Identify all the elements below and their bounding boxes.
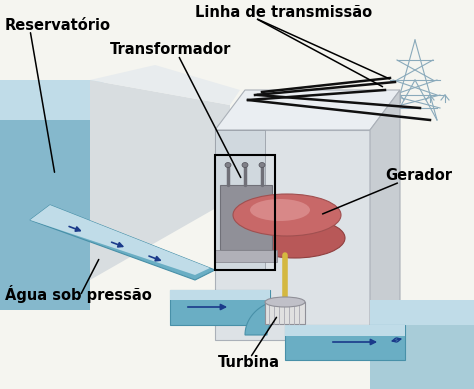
Polygon shape bbox=[285, 325, 405, 360]
Text: Transformador: Transformador bbox=[110, 42, 231, 57]
Polygon shape bbox=[370, 90, 400, 340]
Text: Reservatório: Reservatório bbox=[5, 18, 111, 33]
Polygon shape bbox=[90, 65, 240, 105]
Polygon shape bbox=[370, 300, 474, 389]
Ellipse shape bbox=[265, 297, 305, 307]
Polygon shape bbox=[215, 130, 370, 340]
Polygon shape bbox=[30, 205, 215, 280]
Text: Linha de transmissão: Linha de transmissão bbox=[195, 5, 372, 20]
Bar bbox=[220, 185, 272, 250]
Text: Gerador: Gerador bbox=[385, 168, 452, 183]
Polygon shape bbox=[90, 80, 230, 280]
Polygon shape bbox=[30, 205, 210, 275]
Polygon shape bbox=[170, 290, 270, 325]
Bar bbox=[215, 250, 277, 262]
Polygon shape bbox=[370, 300, 474, 325]
Polygon shape bbox=[0, 80, 130, 120]
Polygon shape bbox=[0, 80, 215, 310]
Bar bbox=[265, 302, 305, 324]
Ellipse shape bbox=[242, 163, 248, 168]
Polygon shape bbox=[215, 130, 265, 270]
Polygon shape bbox=[285, 325, 405, 336]
Polygon shape bbox=[215, 90, 400, 130]
Polygon shape bbox=[170, 290, 270, 300]
Text: Turbina: Turbina bbox=[218, 355, 280, 370]
Ellipse shape bbox=[233, 194, 341, 236]
Text: Água sob pressão: Água sob pressão bbox=[5, 285, 152, 303]
Ellipse shape bbox=[225, 163, 231, 168]
Ellipse shape bbox=[259, 163, 265, 168]
Polygon shape bbox=[245, 300, 285, 335]
Ellipse shape bbox=[245, 218, 345, 258]
Ellipse shape bbox=[250, 199, 310, 221]
